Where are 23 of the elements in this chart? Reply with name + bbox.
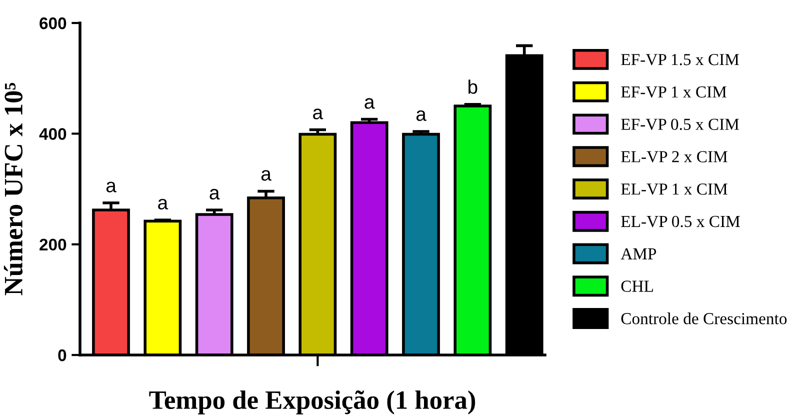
legend-label: EF-VP 1.5 x CIM xyxy=(621,54,739,66)
y-tick-label: 600 xyxy=(40,17,66,30)
annotation: a xyxy=(210,188,220,200)
y-axis-title: Número UFC x 10⁵ xyxy=(4,82,23,296)
annotation: a xyxy=(158,198,168,210)
legend-label: EL-VP 0.5 x CIM xyxy=(621,216,740,228)
legend-label: EF-VP 0.5 x CIM xyxy=(621,118,739,130)
y-tick-label: 200 xyxy=(40,238,66,251)
legend-label: CHL xyxy=(621,280,653,292)
legend-label: EL-VP 2 x CIM xyxy=(621,151,728,162)
annotation: a xyxy=(261,170,272,181)
legend-label: EL-VP 1 x CIM xyxy=(621,184,728,195)
annotation: a xyxy=(364,98,375,109)
y-tick-label: 0 xyxy=(58,349,66,362)
x-axis-title: Tempo de Exposição (1 hora) xyxy=(149,390,476,414)
annotation: a xyxy=(416,110,426,121)
annotation: b xyxy=(468,80,478,94)
legend-label: Controle de Crescimento xyxy=(621,312,787,324)
annotation: a xyxy=(313,108,324,120)
legend-label: EF-VP 1 x CIM xyxy=(621,86,726,98)
annotation: a xyxy=(106,182,116,192)
legend-label: AMP xyxy=(620,248,656,260)
y-tick-label: 400 xyxy=(39,128,66,140)
